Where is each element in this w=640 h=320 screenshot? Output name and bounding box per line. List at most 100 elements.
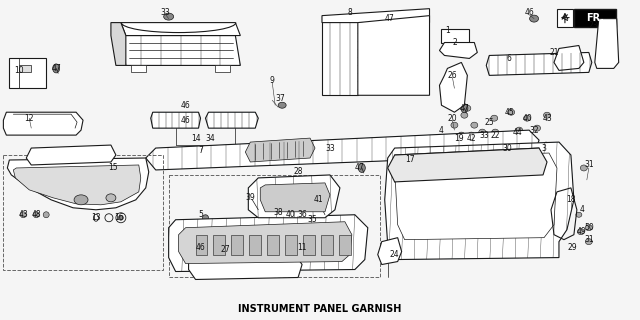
Text: 47: 47	[385, 14, 395, 23]
Text: 11: 11	[298, 243, 307, 252]
Polygon shape	[486, 52, 592, 76]
Ellipse shape	[543, 142, 550, 148]
Ellipse shape	[524, 115, 531, 121]
Polygon shape	[146, 130, 539, 170]
Polygon shape	[146, 130, 539, 170]
Ellipse shape	[249, 195, 256, 204]
Ellipse shape	[44, 212, 49, 218]
Polygon shape	[248, 175, 340, 218]
Ellipse shape	[33, 212, 39, 218]
Polygon shape	[216, 65, 230, 72]
Polygon shape	[322, 9, 429, 23]
Text: 50: 50	[584, 223, 594, 232]
Polygon shape	[13, 165, 141, 205]
Text: 32: 32	[529, 126, 539, 135]
Ellipse shape	[164, 13, 173, 20]
Polygon shape	[232, 235, 243, 255]
Ellipse shape	[278, 215, 283, 221]
Polygon shape	[205, 112, 259, 128]
Polygon shape	[245, 138, 315, 162]
Ellipse shape	[388, 24, 396, 34]
Polygon shape	[179, 222, 352, 264]
Polygon shape	[554, 45, 584, 70]
Polygon shape	[196, 235, 207, 255]
FancyBboxPatch shape	[574, 9, 616, 27]
Text: FR.: FR.	[586, 12, 604, 23]
Text: 42: 42	[467, 133, 476, 143]
Text: 25: 25	[484, 118, 494, 127]
Polygon shape	[322, 16, 358, 95]
Polygon shape	[250, 235, 261, 255]
Text: 36: 36	[297, 210, 307, 219]
Text: 47: 47	[460, 104, 469, 113]
Polygon shape	[214, 235, 225, 255]
Polygon shape	[121, 23, 241, 36]
Text: 29: 29	[567, 243, 577, 252]
Text: 23: 23	[589, 21, 598, 30]
Text: 4: 4	[439, 126, 444, 135]
Text: 4: 4	[579, 205, 584, 214]
Text: 35: 35	[307, 215, 317, 224]
Text: 41: 41	[313, 195, 323, 204]
Text: 46: 46	[180, 116, 191, 125]
Ellipse shape	[20, 212, 26, 218]
Text: 47: 47	[51, 64, 61, 73]
Text: 39: 39	[245, 193, 255, 202]
Text: 33: 33	[479, 131, 489, 140]
Text: 8: 8	[348, 8, 352, 17]
Polygon shape	[339, 235, 351, 255]
Text: 48: 48	[31, 210, 41, 219]
Text: 19: 19	[454, 133, 464, 143]
Text: 38: 38	[273, 208, 283, 217]
Text: 49: 49	[577, 227, 587, 236]
Text: 40: 40	[522, 114, 532, 123]
Ellipse shape	[200, 246, 205, 253]
Polygon shape	[260, 183, 330, 212]
Polygon shape	[378, 238, 402, 265]
Ellipse shape	[529, 15, 538, 22]
Polygon shape	[8, 158, 148, 210]
Ellipse shape	[508, 109, 515, 115]
Ellipse shape	[202, 215, 209, 221]
Polygon shape	[358, 16, 429, 95]
Text: 20: 20	[447, 114, 457, 123]
Text: 12: 12	[24, 114, 34, 123]
Ellipse shape	[580, 165, 588, 171]
Text: 16: 16	[114, 213, 124, 222]
Polygon shape	[3, 112, 83, 135]
Polygon shape	[26, 145, 116, 165]
Text: 21: 21	[549, 48, 559, 57]
Polygon shape	[440, 43, 477, 59]
Text: 3: 3	[541, 144, 547, 153]
Ellipse shape	[52, 64, 60, 73]
Ellipse shape	[388, 24, 395, 33]
Text: 13: 13	[91, 213, 100, 222]
Ellipse shape	[516, 127, 523, 133]
Polygon shape	[151, 112, 200, 128]
Ellipse shape	[458, 132, 465, 138]
Polygon shape	[151, 112, 200, 128]
Polygon shape	[169, 215, 368, 271]
Polygon shape	[285, 235, 297, 255]
Polygon shape	[248, 175, 340, 218]
Text: 26: 26	[447, 71, 457, 80]
Polygon shape	[111, 23, 126, 65]
Polygon shape	[268, 235, 279, 255]
Text: 1: 1	[445, 26, 450, 35]
Polygon shape	[121, 36, 241, 65]
Text: 6: 6	[507, 54, 511, 63]
Ellipse shape	[317, 200, 323, 209]
Ellipse shape	[464, 105, 471, 111]
Ellipse shape	[576, 212, 582, 217]
Text: 43: 43	[542, 114, 552, 123]
Ellipse shape	[577, 229, 584, 235]
Polygon shape	[169, 215, 368, 271]
Text: 40: 40	[285, 210, 295, 219]
Ellipse shape	[278, 102, 286, 108]
Text: 34: 34	[205, 133, 215, 143]
Text: 47: 47	[355, 164, 365, 172]
Text: 17: 17	[404, 156, 415, 164]
Ellipse shape	[358, 164, 365, 172]
Text: 37: 37	[275, 94, 285, 103]
Text: 9: 9	[270, 76, 275, 85]
